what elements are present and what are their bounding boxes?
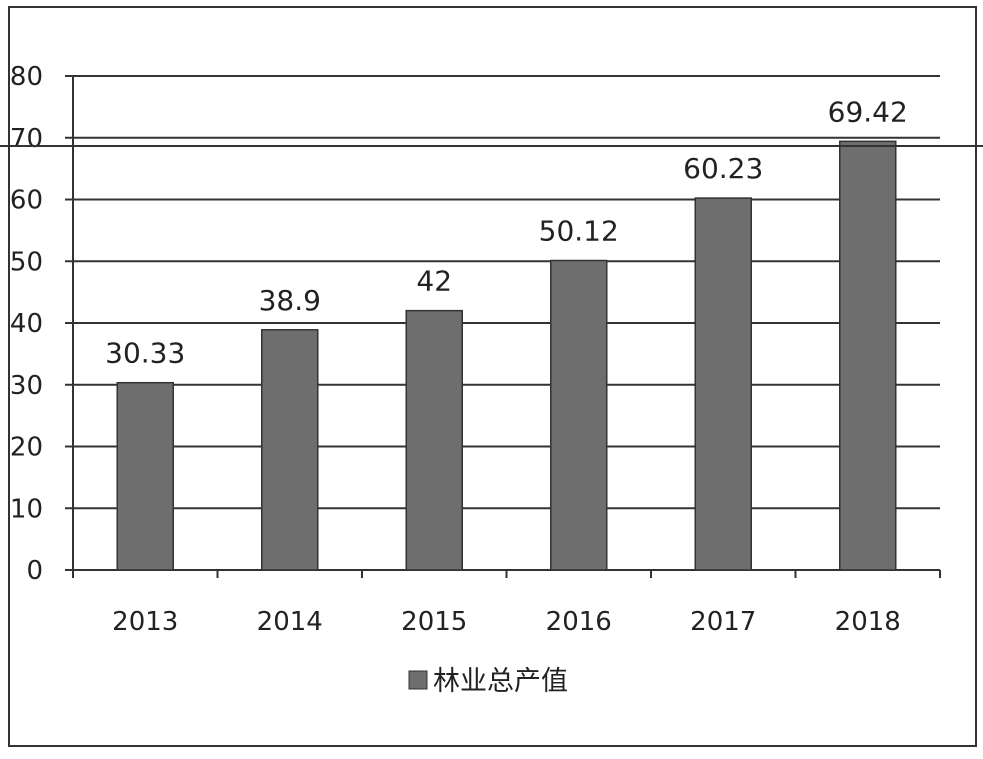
legend-swatch <box>408 670 428 690</box>
bar <box>405 309 463 571</box>
bars <box>116 140 897 571</box>
y-tick-label: 0 <box>26 556 43 586</box>
gridlines <box>65 75 940 571</box>
data-labels: 30.33 38.9 42 50.12 60.23 69.42 <box>105 95 908 369</box>
bar <box>694 197 752 571</box>
chart-border <box>8 6 977 747</box>
y-tick-label: 10 <box>10 494 43 524</box>
data-label: 42 <box>416 265 452 298</box>
y-axis-tick-labels: 0 10 20 30 40 50 60 70 80 <box>10 62 43 586</box>
bar <box>261 329 319 571</box>
y-tick-label: 70 <box>10 124 43 154</box>
y-tick-label: 20 <box>10 433 43 463</box>
x-tick-label: 2017 <box>690 607 756 637</box>
bar <box>839 140 897 571</box>
y-tick-label: 80 <box>10 62 43 92</box>
data-label: 69.42 <box>828 95 908 128</box>
data-label: 60.23 <box>683 152 763 185</box>
x-axis: 2013 2014 2015 2016 2017 2018 <box>72 76 941 637</box>
y-tick-label: 40 <box>10 309 43 339</box>
x-tick-label: 2018 <box>835 607 901 637</box>
data-label: 30.33 <box>105 337 185 370</box>
x-tick-label: 2013 <box>112 607 178 637</box>
legend: 林业总产值 <box>408 666 568 697</box>
legend-label: 林业总产值 <box>433 666 568 697</box>
data-label: 50.12 <box>539 215 619 248</box>
x-tick-label: 2015 <box>401 607 467 637</box>
y-tick-label: 50 <box>10 247 43 277</box>
x-tick-label: 2014 <box>257 607 323 637</box>
y-tick-label: 30 <box>10 371 43 401</box>
bar <box>116 381 174 571</box>
bar <box>550 259 608 571</box>
data-label: 38.9 <box>259 284 321 317</box>
y-tick-label: 60 <box>10 186 43 216</box>
x-tick-label: 2016 <box>546 607 612 637</box>
